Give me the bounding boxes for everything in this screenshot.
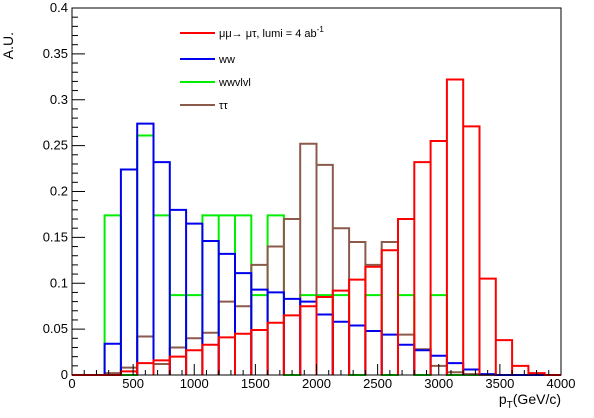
- legend: μμ→ μτ, lumi = 4 ab-1 ww wwvlvl ττ: [180, 25, 324, 112]
- y-tick-label: 0.3: [50, 92, 68, 107]
- series-line--lumi-4-ab: [72, 78, 561, 376]
- x-axis-title: pT(GeV/c): [499, 391, 561, 411]
- x-axis-title-main: p: [499, 391, 507, 407]
- legend-label: μμ→ μτ, lumi = 4 ab-1: [219, 25, 324, 40]
- y-tick-label: 0.4: [50, 0, 68, 15]
- y-tick-label: 0.15: [43, 229, 68, 244]
- x-axis: 0 500 1000 1500 2000 2500 3000 3500 4000: [68, 364, 575, 391]
- y-axis: 0 0.05 0.1 0.15 0.2 0.25 0.3 0.35 0.4: [43, 0, 85, 382]
- x-axis-title-subscript: T: [507, 400, 513, 411]
- y-tick-label: 0: [61, 367, 68, 382]
- x-tick-label: 3500: [485, 376, 514, 391]
- legend-label: wwvlvl: [218, 77, 251, 89]
- x-tick-label: 2500: [363, 376, 392, 391]
- x-tick-label: 1000: [180, 376, 209, 391]
- legend-label: ww: [218, 54, 235, 66]
- x-tick-label: 4000: [547, 376, 576, 391]
- x-tick-label: 2000: [302, 376, 331, 391]
- y-tick-label: 0.05: [43, 321, 68, 336]
- y-tick-label: 0.35: [43, 46, 68, 61]
- legend-label: ττ: [219, 100, 228, 112]
- x-tick-label: 1500: [241, 376, 270, 391]
- x-tick-label: 0: [68, 376, 75, 391]
- y-tick-label: 0.2: [50, 184, 68, 199]
- x-axis-title-unit: (GeV/c): [513, 391, 561, 407]
- y-axis-title: A.U.: [0, 32, 16, 59]
- x-tick-label: 500: [122, 376, 144, 391]
- y-tick-label: 0.25: [43, 138, 68, 153]
- y-tick-label: 0.1: [50, 275, 68, 290]
- x-tick-label: 3000: [424, 376, 453, 391]
